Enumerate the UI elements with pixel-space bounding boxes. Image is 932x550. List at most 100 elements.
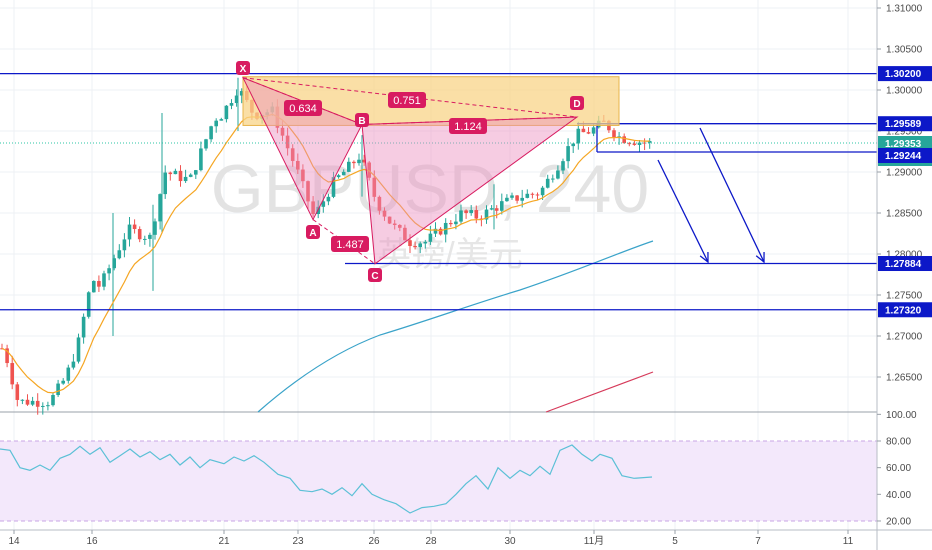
candle-body [612,130,616,138]
candle [122,233,127,258]
candle-body [71,361,76,368]
arrow-shaft [657,159,709,263]
candle-body [474,210,479,219]
candle-body [301,169,305,182]
candle-body [591,127,596,134]
candle-body [66,367,71,381]
candle-body [576,128,581,144]
candle [66,364,71,384]
candle [306,180,310,210]
candle-body [479,218,484,220]
candle [530,192,535,199]
time-tick-label: 28 [425,536,437,547]
candle-body [418,243,422,248]
candle [194,169,198,180]
candle [382,207,387,221]
candle [484,205,489,224]
candle [132,219,137,234]
price-tag-box [878,136,932,151]
time-tick-label: 11月 [584,535,604,547]
candle [612,128,616,142]
projection-arrow-2[interactable] [699,127,765,264]
candle-body [382,210,387,217]
candle [586,127,591,135]
ratio-badge [331,236,369,252]
candle-body [214,120,218,127]
pattern-point-badge [306,225,320,239]
candle-body [204,139,208,149]
candle-body [551,178,555,180]
candle [290,144,295,167]
price-tick-label: 1.28500 [886,209,923,220]
candle [239,88,244,104]
candle [510,192,514,200]
arrow-shaft [699,127,765,263]
candle-body [392,223,397,225]
candle [459,204,463,224]
price-tick-label: 1.27000 [886,332,923,343]
candle-body [469,210,473,214]
candle-body [438,228,443,235]
arrow-head [755,251,765,264]
candle [387,216,392,225]
time-tick-label: 30 [504,536,516,547]
candle-body [454,221,458,225]
candle-body [413,245,417,248]
candle [204,138,208,151]
price-tag-1-30200: 1.30200 [878,66,932,82]
candle-body [46,405,50,407]
candle-body [239,91,244,96]
candle [566,138,570,169]
projection-arrows[interactable] [657,127,765,264]
candle [209,125,213,143]
candle [535,192,540,200]
time-tick-label: 14 [8,536,20,547]
candle-body [86,292,91,317]
harmonic-pattern[interactable]: 0.634 0.751 1.124 1.487 X A B C D [236,61,620,282]
candle [188,173,193,178]
price-tick-label: 1.29000 [886,168,923,179]
price-tag-box [878,147,932,163]
ratio-label: 1.487 [336,239,364,251]
candle [148,232,152,247]
price-tick-label: 1.26500 [886,373,923,384]
candle-body [367,162,371,178]
pattern-point-badge [236,61,250,75]
candle [357,153,361,166]
price-tag-box [878,302,932,318]
rsi-line [0,444,653,514]
candle-body [510,195,514,198]
candle [173,168,178,175]
candle [576,121,581,150]
candle [341,169,346,176]
candle-body [505,197,509,202]
candle-body [484,209,489,220]
candle-body [137,229,142,240]
candle-body [15,384,20,400]
candle [25,394,30,406]
candle [545,174,550,189]
candle-body [545,178,550,188]
candle-body [132,224,137,230]
candle-body [423,241,428,244]
candle-body [449,222,453,225]
candle-body [163,172,167,195]
rsi-tick-label: 60.00 [886,463,911,474]
horizontal-levels [0,72,877,311]
price-tag-label: 1.29353 [885,139,922,150]
candle-body [433,228,438,234]
time-tick-label: 23 [292,536,304,547]
candle [86,291,91,319]
candle [352,160,356,169]
candle [35,393,40,415]
candle-body [51,395,55,406]
candle [168,171,173,181]
candle [229,99,234,110]
time-tick-label: 26 [368,536,380,547]
candle-body [199,148,203,171]
rsi-overbought-oversold-band [0,441,877,521]
projection-arrow-1[interactable] [657,159,709,264]
candle [515,195,519,204]
price-tag-label: 1.27320 [885,305,922,316]
